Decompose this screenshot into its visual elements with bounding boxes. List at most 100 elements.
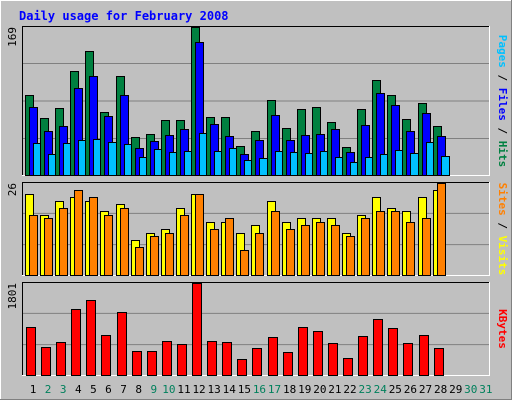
day-label-22: 22 bbox=[343, 383, 356, 396]
bar-kbytes-day-1-18 bbox=[283, 352, 293, 376]
bar-kbytes-day-1-21 bbox=[328, 343, 338, 376]
bar-kbytes-day-1-5 bbox=[86, 300, 96, 376]
legend-separator: / bbox=[496, 216, 509, 236]
bar-sites-day-2-16 bbox=[255, 233, 264, 276]
bar-kbytes-day-1-11 bbox=[177, 344, 187, 376]
day-label-28: 28 bbox=[434, 383, 447, 396]
bar-kbytes-day-1-20 bbox=[313, 331, 323, 376]
day-label-31: 31 bbox=[479, 383, 492, 396]
bar-sites-day-2-28 bbox=[437, 183, 446, 276]
legend-sites: Sites bbox=[496, 183, 509, 216]
series-legend: Sites / Visits bbox=[496, 183, 509, 276]
y-max-label: 26 bbox=[6, 183, 19, 196]
bar-sites-day-2-20 bbox=[316, 222, 325, 276]
bar-sites-day-2-1 bbox=[29, 215, 38, 276]
bar-sites-day-2-5 bbox=[89, 197, 98, 276]
bar-kbytes-day-1-15 bbox=[237, 359, 247, 376]
day-label-2: 2 bbox=[45, 383, 52, 396]
legend-separator: / bbox=[496, 68, 509, 88]
bar-sites-day-2-18 bbox=[286, 229, 295, 276]
bar-sites-day-2-21 bbox=[331, 225, 340, 276]
bar-kbytes-day-1-8 bbox=[132, 351, 142, 376]
day-label-16: 16 bbox=[253, 383, 266, 396]
bar-kbytes-day-1-27 bbox=[419, 335, 429, 376]
bar-pages-day-3-28 bbox=[441, 156, 450, 176]
bar-sites-day-2-22 bbox=[346, 236, 355, 276]
bar-sites-day-2-12 bbox=[195, 194, 204, 276]
bar-sites-day-2-4 bbox=[74, 190, 83, 276]
bar-sites-day-2-19 bbox=[301, 225, 310, 276]
bar-pages-day-3-26 bbox=[410, 153, 419, 176]
day-label-29: 29 bbox=[449, 383, 462, 396]
bar-sites-day-2-6 bbox=[104, 215, 113, 276]
day-label-27: 27 bbox=[419, 383, 432, 396]
day-label-24: 24 bbox=[374, 383, 388, 396]
bar-sites-day-2-26 bbox=[406, 222, 415, 276]
bar-kbytes-day-1-26 bbox=[403, 343, 413, 376]
bar-kbytes-day-1-6 bbox=[101, 335, 111, 376]
bar-sites-day-2-25 bbox=[391, 211, 400, 276]
bar-sites-day-2-15 bbox=[240, 250, 249, 276]
bar-sites-day-2-7 bbox=[120, 208, 129, 276]
day-label-20: 20 bbox=[313, 383, 326, 396]
panel-1: 169 Pages / Files / Hits bbox=[6, 26, 509, 176]
bar-kbytes-day-1-3 bbox=[56, 342, 66, 376]
bar-kbytes-day-1-7 bbox=[117, 312, 127, 376]
day-label-9: 9 bbox=[150, 383, 157, 396]
bar-kbytes-day-1-10 bbox=[162, 341, 172, 376]
day-label-21: 21 bbox=[328, 383, 341, 396]
bar-sites-day-2-17 bbox=[271, 211, 280, 276]
panel-2: 26 Sites / Visits bbox=[6, 182, 509, 276]
bar-pages-day-3-6 bbox=[108, 142, 117, 176]
bar-kbytes-day-1-17 bbox=[268, 337, 278, 376]
bar-sites-day-2-14 bbox=[225, 218, 234, 276]
day-label-18: 18 bbox=[283, 383, 296, 396]
bar-kbytes-day-1-24 bbox=[373, 319, 383, 376]
day-label-10: 10 bbox=[162, 383, 175, 396]
y-max-label: 1801 bbox=[6, 283, 19, 310]
day-label-13: 13 bbox=[208, 383, 221, 396]
bar-sites-day-2-3 bbox=[59, 208, 68, 276]
chart-title: Daily usage for February 2008 bbox=[19, 9, 229, 23]
bar-kbytes-day-1-16 bbox=[252, 348, 262, 376]
bar-sites-day-2-27 bbox=[422, 218, 431, 276]
bar-sites-day-2-2 bbox=[44, 218, 53, 276]
day-label-4: 4 bbox=[75, 383, 82, 396]
day-label-12: 12 bbox=[192, 383, 205, 396]
bar-kbytes-day-1-23 bbox=[358, 336, 368, 376]
bar-sites-day-2-24 bbox=[376, 211, 385, 276]
day-label-17: 17 bbox=[268, 383, 281, 396]
bar-kbytes-day-1-28 bbox=[434, 348, 444, 376]
legend-files: Files bbox=[496, 88, 509, 121]
day-label-15: 15 bbox=[238, 383, 251, 396]
bar-kbytes-day-1-19 bbox=[298, 327, 308, 376]
day-label-5: 5 bbox=[90, 383, 97, 396]
bar-kbytes-day-1-13 bbox=[207, 341, 217, 376]
legend-kbytes: KBytes bbox=[496, 309, 509, 349]
legend-separator: / bbox=[496, 121, 509, 141]
day-label-19: 19 bbox=[298, 383, 311, 396]
day-label-6: 6 bbox=[105, 383, 112, 396]
bar-sites-day-2-23 bbox=[361, 218, 370, 276]
bar-sites-day-2-13 bbox=[210, 229, 219, 276]
y-max-label: 169 bbox=[6, 27, 19, 47]
bar-kbytes-day-1-25 bbox=[388, 328, 398, 376]
bar-kbytes-day-1-22 bbox=[343, 358, 353, 376]
bar-pages-day-3-16 bbox=[259, 158, 268, 176]
series-legend: Pages / Files / Hits bbox=[496, 35, 509, 168]
bar-kbytes-day-1-4 bbox=[71, 309, 81, 376]
day-label-26: 26 bbox=[404, 383, 417, 396]
legend-hits: Hits bbox=[496, 141, 509, 168]
legend-visits: Visits bbox=[496, 236, 509, 276]
bar-sites-day-2-8 bbox=[135, 247, 144, 276]
day-label-30: 30 bbox=[464, 383, 477, 396]
day-label-25: 25 bbox=[389, 383, 402, 396]
bar-sites-day-2-9 bbox=[150, 236, 159, 276]
bar-kbytes-day-1-1 bbox=[26, 327, 36, 376]
bar-sites-day-2-11 bbox=[180, 215, 189, 276]
bar-kbytes-day-1-9 bbox=[147, 351, 157, 376]
day-label-8: 8 bbox=[135, 383, 142, 396]
panel-3: 1801 KBytes bbox=[6, 282, 509, 376]
day-label-14: 14 bbox=[223, 383, 237, 396]
